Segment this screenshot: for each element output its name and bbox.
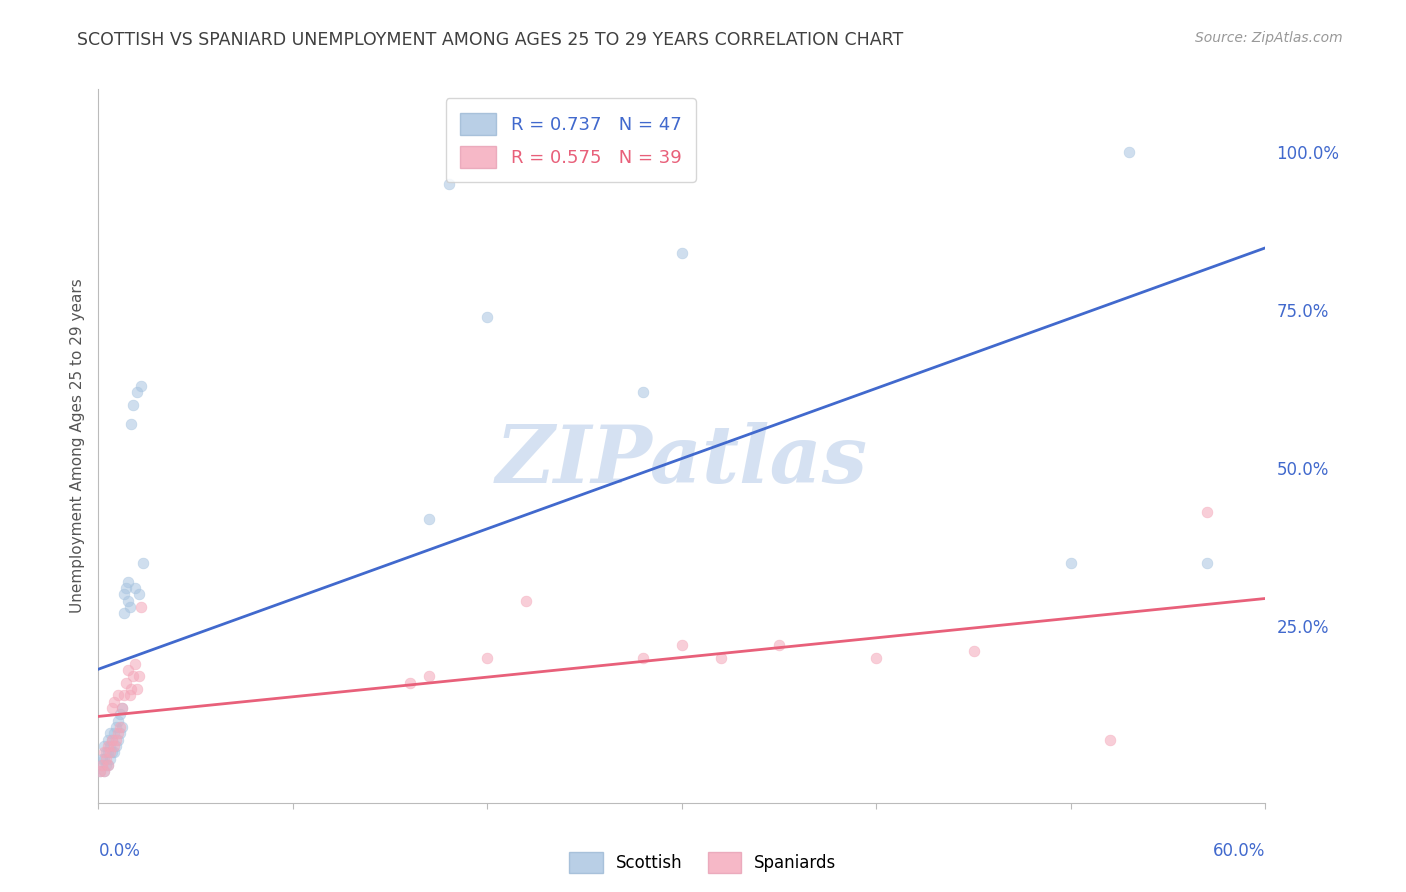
Point	[710, 650, 733, 665]
Legend: R = 0.737   N = 47, R = 0.575   N = 39: R = 0.737 N = 47, R = 0.575 N = 39	[446, 98, 696, 182]
Text: Source: ZipAtlas.com: Source: ZipAtlas.com	[1195, 31, 1343, 45]
Point	[104, 739, 127, 753]
Point	[93, 745, 115, 759]
Point	[437, 177, 460, 191]
Point	[124, 581, 146, 595]
Point	[93, 764, 115, 779]
Point	[91, 758, 114, 772]
Point	[128, 669, 150, 683]
Point	[107, 726, 129, 740]
Point	[108, 707, 131, 722]
Point	[477, 310, 499, 324]
Point	[111, 701, 134, 715]
Point	[768, 638, 790, 652]
Point	[114, 675, 136, 690]
Point	[515, 593, 537, 607]
Text: 60.0%: 60.0%	[1213, 842, 1265, 860]
Point	[122, 398, 145, 412]
Point	[128, 587, 150, 601]
Point	[114, 581, 136, 595]
Y-axis label: Unemployment Among Ages 25 to 29 years: Unemployment Among Ages 25 to 29 years	[69, 278, 84, 614]
Point	[962, 644, 984, 658]
Point	[98, 726, 121, 740]
Point	[103, 726, 125, 740]
Point	[129, 379, 152, 393]
Point	[122, 669, 145, 683]
Point	[93, 751, 115, 765]
Point	[104, 720, 127, 734]
Point	[418, 511, 440, 525]
Point	[671, 638, 693, 652]
Point	[631, 385, 654, 400]
Point	[97, 758, 120, 772]
Point	[89, 764, 111, 779]
Text: ZIPatlas: ZIPatlas	[496, 422, 868, 499]
Point	[118, 600, 141, 615]
Point	[93, 764, 115, 779]
Point	[129, 600, 152, 615]
Text: 0.0%: 0.0%	[98, 842, 141, 860]
Point	[631, 650, 654, 665]
Point	[118, 689, 141, 703]
Point	[121, 682, 143, 697]
Point	[865, 650, 887, 665]
Point	[112, 607, 135, 621]
Point	[1195, 556, 1218, 570]
Point	[127, 385, 149, 400]
Point	[127, 682, 149, 697]
Point	[104, 732, 127, 747]
Point	[91, 758, 114, 772]
Point	[97, 745, 120, 759]
Point	[98, 751, 121, 765]
Point	[96, 758, 118, 772]
Point	[112, 689, 135, 703]
Legend: Scottish, Spaniards: Scottish, Spaniards	[562, 846, 844, 880]
Point	[418, 669, 440, 683]
Point	[98, 739, 121, 753]
Point	[101, 745, 124, 759]
Point	[97, 758, 120, 772]
Point	[124, 657, 146, 671]
Point	[398, 675, 420, 690]
Point	[96, 745, 118, 759]
Point	[117, 574, 139, 589]
Point	[101, 732, 124, 747]
Point	[107, 732, 129, 747]
Point	[1118, 145, 1140, 160]
Point	[91, 751, 114, 765]
Point	[132, 556, 155, 570]
Point	[111, 701, 134, 715]
Point	[112, 587, 135, 601]
Text: SCOTTISH VS SPANIARD UNEMPLOYMENT AMONG AGES 25 TO 29 YEARS CORRELATION CHART: SCOTTISH VS SPANIARD UNEMPLOYMENT AMONG …	[77, 31, 904, 49]
Point	[101, 701, 124, 715]
Point	[103, 745, 125, 759]
Point	[98, 745, 121, 759]
Point	[93, 739, 115, 753]
Point	[107, 714, 129, 728]
Point	[121, 417, 143, 431]
Point	[103, 739, 125, 753]
Point	[671, 246, 693, 260]
Point	[101, 732, 124, 747]
Point	[477, 650, 499, 665]
Point	[97, 739, 120, 753]
Point	[97, 732, 120, 747]
Point	[96, 751, 118, 765]
Point	[108, 720, 131, 734]
Point	[1060, 556, 1083, 570]
Point	[89, 764, 111, 779]
Point	[1195, 505, 1218, 519]
Point	[107, 689, 129, 703]
Point	[111, 720, 134, 734]
Point	[117, 593, 139, 607]
Point	[103, 695, 125, 709]
Point	[117, 663, 139, 677]
Point	[108, 726, 131, 740]
Point	[1098, 732, 1121, 747]
